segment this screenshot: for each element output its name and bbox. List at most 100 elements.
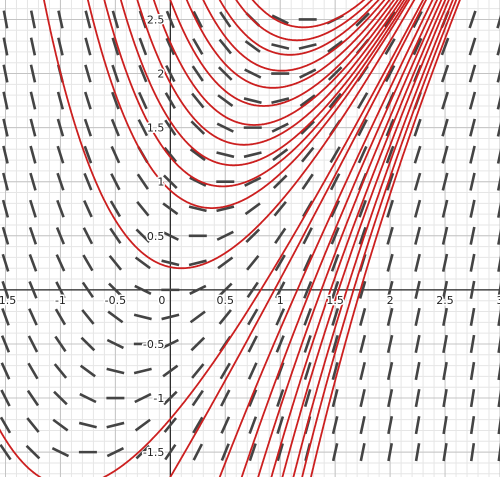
slope-dash [110, 145, 121, 164]
slope-dash [469, 226, 476, 245]
slope-dash [303, 335, 312, 353]
slope-dash [497, 255, 500, 272]
slope-dash [165, 64, 176, 83]
slope-dash [331, 334, 339, 353]
slope-dash [302, 254, 313, 272]
slope-dash [442, 361, 448, 381]
slope-dash [386, 334, 394, 354]
slope-dash [274, 281, 286, 299]
slope-dash [27, 362, 39, 380]
slope-dash [28, 253, 38, 272]
slope-dash [497, 388, 500, 408]
slope-dash [2, 118, 9, 137]
slope-dash [273, 200, 287, 217]
slope-dash [441, 172, 449, 191]
x-tick-label: -1.5 [0, 294, 16, 307]
slope-dash [29, 37, 37, 56]
slope-dash [108, 282, 123, 298]
slope-dash [135, 228, 151, 244]
slope-dash [384, 38, 396, 55]
slope-dash [496, 14, 500, 29]
slope-dash [469, 253, 476, 272]
slope-dash [272, 174, 288, 189]
slope-dash [161, 338, 179, 350]
slope-dash [81, 281, 95, 299]
slope-dash [330, 253, 340, 272]
slope-dash [133, 313, 152, 321]
slope-dash [216, 151, 235, 159]
slope-dash [358, 280, 367, 299]
slope-dash [442, 307, 449, 327]
slope-dash [469, 361, 476, 381]
slope-dash [442, 415, 448, 435]
slope-dash [441, 91, 449, 110]
slope-dash [52, 418, 69, 432]
slope-dash [163, 417, 178, 433]
slope-dash [271, 97, 290, 105]
slope-dash [274, 254, 286, 272]
slope-dash [109, 227, 122, 244]
slope-dash [82, 227, 94, 245]
slope-dash [1, 226, 10, 245]
slope-dash [302, 227, 313, 245]
slope-dash [331, 416, 339, 435]
slope-dash [413, 145, 422, 164]
slope-dash [1, 308, 10, 326]
slope-dash [51, 446, 70, 458]
slope-dash [1, 253, 10, 272]
slope-dash [245, 228, 261, 244]
slope-dash [188, 259, 207, 267]
slope-dash [0, 335, 11, 353]
slope-dash [385, 118, 395, 137]
slope-dash [84, 37, 92, 56]
slope-dash [244, 202, 261, 216]
x-tick-label: 2 [387, 294, 394, 307]
solution-curve [218, 0, 380, 56]
x-tick-label: 1.5 [326, 294, 344, 307]
solution-curve [136, 0, 403, 146]
slope-dash [248, 416, 258, 434]
slope-dash [275, 335, 285, 353]
slope-dash [331, 280, 340, 299]
slope-dash [497, 308, 500, 327]
slope-dash [107, 310, 124, 324]
slope-dash [496, 121, 500, 137]
slope-dash [137, 91, 148, 110]
slope-dash [111, 91, 120, 110]
slope-dash [303, 389, 312, 408]
slope-dash [192, 416, 204, 434]
slope-dash [386, 307, 394, 326]
slope-field [0, 10, 500, 462]
slope-dash [414, 307, 421, 326]
slope-dash [469, 388, 476, 408]
slope-dash [79, 364, 96, 378]
slope-dash [248, 389, 258, 407]
slope-dash [331, 388, 339, 408]
slope-dash [219, 362, 231, 380]
slope-dash [469, 199, 476, 218]
slope-dash [163, 390, 178, 406]
slope-dash [303, 362, 312, 380]
slope-dash [468, 37, 477, 56]
slope-dash [496, 68, 500, 83]
slope-dash [327, 40, 344, 53]
slope-dash [133, 367, 152, 375]
slope-dash [243, 97, 262, 105]
slope-dash [328, 92, 342, 109]
slope-dash [189, 176, 207, 187]
slope-dash [331, 443, 339, 462]
slope-dash [441, 199, 449, 218]
slope-dash [357, 119, 368, 137]
slope-dash [469, 307, 476, 327]
solution-curve [292, 0, 454, 477]
slope-dash [497, 415, 500, 435]
slope-dash [496, 95, 500, 110]
slope-dash [136, 173, 149, 190]
slope-dash [246, 281, 259, 299]
slope-dash [271, 43, 290, 50]
slope-dash [386, 199, 395, 218]
solution-curve [86, 0, 411, 209]
slope-dash [299, 94, 316, 107]
slope-dash [82, 254, 94, 272]
slope-dash [330, 226, 340, 245]
